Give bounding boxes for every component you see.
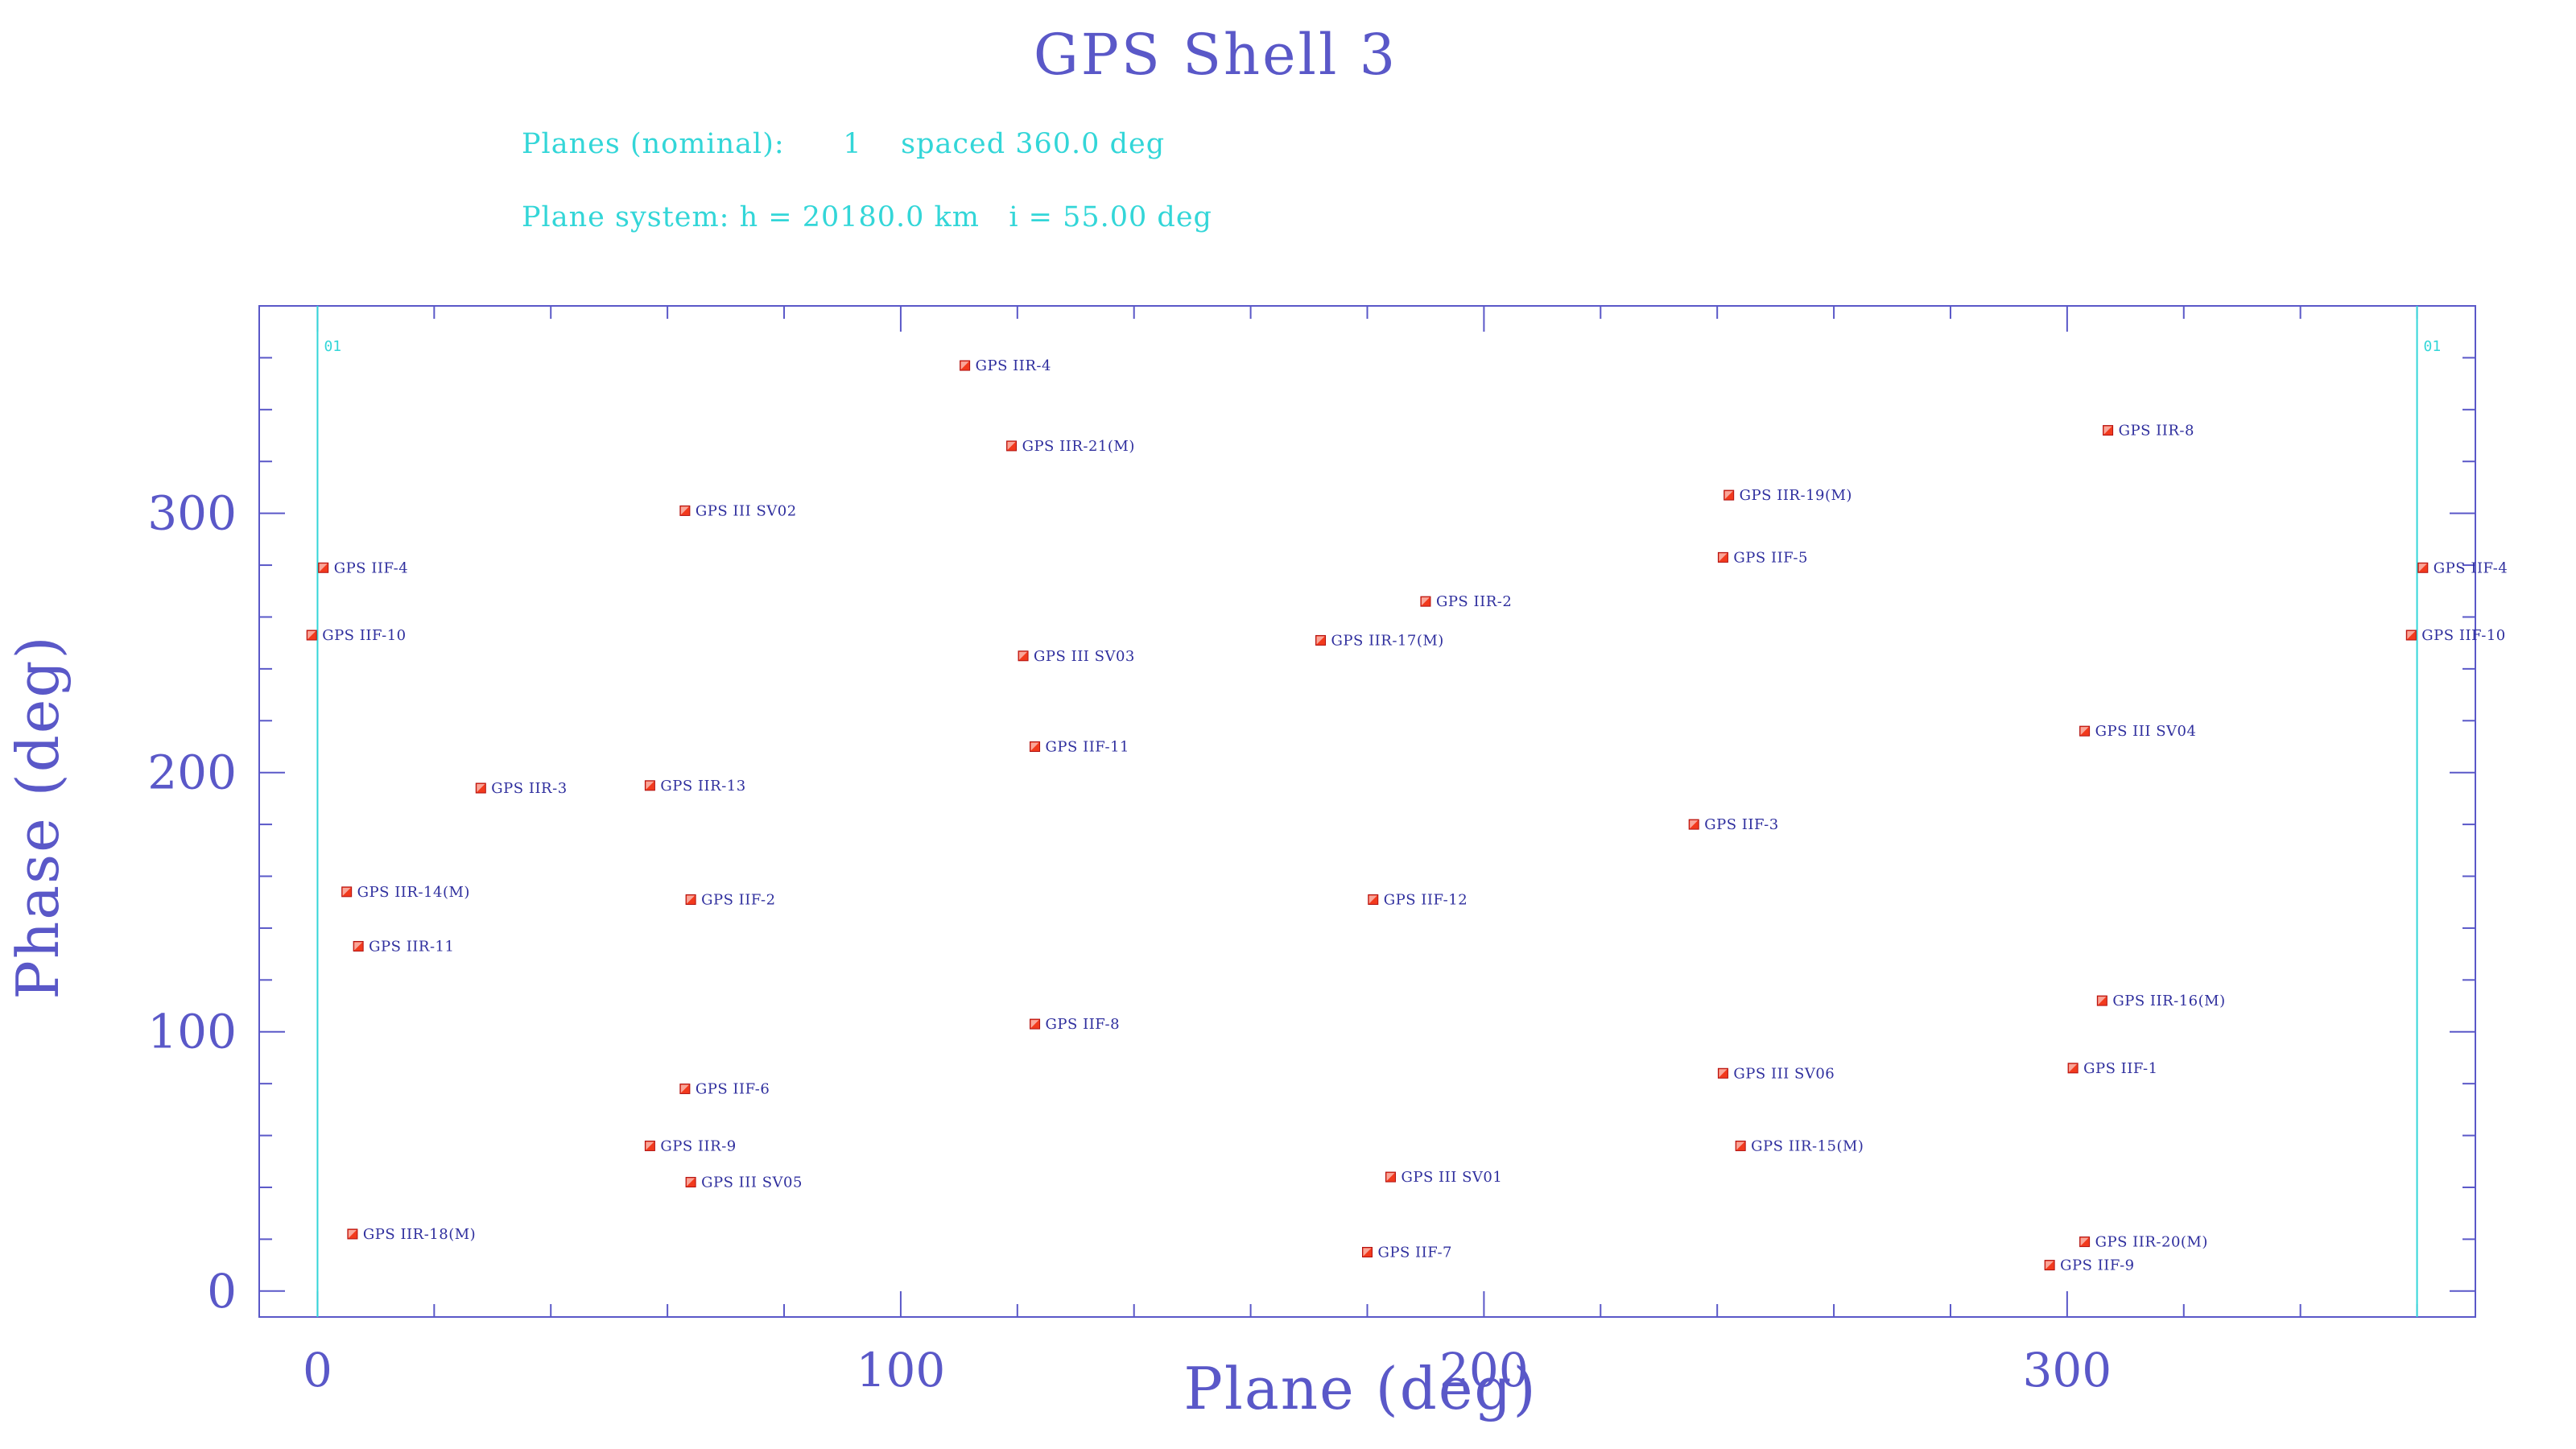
satellite-label: GPS III SV02 — [696, 502, 797, 519]
satellite-label: GPS IIR-17(M) — [1331, 632, 1444, 649]
satellite-label: GPS III SV01 — [1401, 1169, 1502, 1186]
satellite-point-highlight — [646, 1141, 654, 1150]
satellite-point-highlight — [2046, 1261, 2054, 1269]
satellite-point-highlight — [1386, 1173, 1395, 1182]
satellite-label: GPS IIF-10 — [2421, 627, 2505, 644]
plot-area: 0 100 200 300 0 100 200 300 01 01 GPS IIR-4 GPS IIR… — [147, 305, 2508, 1397]
satellite-label: GPS IIR-2 — [1436, 593, 1512, 610]
satellite-point-highlight — [2098, 997, 2107, 1005]
satellite-point-highlight — [687, 1178, 696, 1187]
satellite-point-highlight — [348, 1229, 357, 1238]
satellite-label: GPS IIF-11 — [1046, 738, 1129, 755]
satellite-label: GPS IIF-4 — [2434, 559, 2508, 576]
y-tick-label: 100 — [147, 1005, 237, 1059]
satellite-point-highlight — [1421, 597, 1430, 606]
satellite-label: GPS IIF-2 — [701, 891, 775, 908]
satellite-label: GPS IIF-9 — [2060, 1257, 2134, 1274]
chart-subtitle-plane-system: Plane system: h = 20180.0 km i = 55.00 d… — [522, 201, 1212, 233]
satellite-label: GPS III SV06 — [1733, 1065, 1835, 1082]
satellite-point-highlight — [1019, 651, 1028, 660]
satellite-label: GPS III SV04 — [2095, 723, 2197, 740]
satellite-point-highlight — [477, 784, 485, 793]
satellite-label: GPS IIR-3 — [491, 780, 567, 797]
satellite-point-highlight — [354, 942, 363, 951]
satellite-point-highlight — [1007, 441, 1016, 450]
satellite-label: GPS IIR-16(M) — [2112, 993, 2225, 1009]
satellite-point-highlight — [2080, 727, 2089, 736]
satellite-point-highlight — [2418, 564, 2427, 572]
satellite-point-highlight — [1719, 553, 1728, 562]
satellite-point-highlight — [2407, 631, 2416, 640]
satellite-point-highlight — [680, 1084, 689, 1093]
satellite-label: GPS IIF-10 — [322, 627, 406, 644]
satellite-label: GPS IIR-15(M) — [1751, 1137, 1864, 1154]
satellite-label: GPS IIF-3 — [1704, 816, 1778, 833]
satellite-label: GPS IIR-4 — [976, 357, 1051, 374]
satellite-point-highlight — [1690, 820, 1699, 829]
satellite-label: GPS III SV05 — [701, 1174, 803, 1191]
satellite-point-highlight — [1030, 742, 1039, 751]
satellite-point-highlight — [2069, 1063, 2078, 1072]
satellite-point-highlight — [2080, 1237, 2089, 1246]
satellite-label: GPS IIF-6 — [696, 1081, 770, 1098]
satellite-point-highlight — [1316, 636, 1325, 645]
satellite-label: GPS IIR-20(M) — [2095, 1234, 2208, 1251]
satellite-label: GPS III SV03 — [1034, 648, 1135, 665]
satellite-point-highlight — [308, 631, 316, 640]
satellite-point-highlight — [960, 361, 969, 370]
satellite-point-highlight — [319, 564, 328, 572]
x-axis-title: Plane (deg) — [1183, 1355, 1537, 1422]
satellite-point-highlight — [646, 781, 654, 790]
satellite-label: GPS IIF-1 — [2083, 1060, 2157, 1077]
y-tick-label: 0 — [207, 1264, 237, 1319]
satellite-label: GPS IIF-4 — [334, 559, 408, 576]
satellite-label: GPS IIR-18(M) — [363, 1226, 476, 1243]
satellite-label: GPS IIR-21(M) — [1022, 438, 1135, 455]
satellite-point-highlight — [1736, 1141, 1745, 1150]
satellite-label: GPS IIR-11 — [369, 938, 454, 955]
satellite-point-highlight — [342, 887, 351, 896]
satellite-label: GPS IIR-8 — [2119, 423, 2194, 440]
x-tick-label: 300 — [2023, 1343, 2112, 1397]
x-tick-label: 100 — [857, 1343, 946, 1397]
satellite-point-highlight — [2103, 426, 2112, 435]
y-tick-label: 200 — [147, 745, 237, 800]
satellite-label: GPS IIR-19(M) — [1740, 487, 1852, 504]
plot-frame — [258, 305, 2476, 1318]
satellite-point-highlight — [1719, 1069, 1728, 1078]
x-tick-label: 0 — [303, 1343, 332, 1397]
satellite-label: GPS IIF-5 — [1733, 549, 1807, 566]
satellite-point-highlight — [1724, 491, 1733, 500]
plane-label: 01 — [324, 338, 341, 355]
y-axis-title: Phase (deg) — [4, 634, 72, 999]
chart-title: GPS Shell 3 — [1034, 22, 1397, 88]
satellite-point-highlight — [1368, 895, 1377, 904]
x-tick-label: 200 — [1439, 1343, 1529, 1397]
chart-subtitle-planes: Planes (nominal): 1 spaced 360.0 deg — [522, 128, 1165, 160]
satellite-point-highlight — [1030, 1020, 1039, 1029]
satellite-point-highlight — [1363, 1248, 1372, 1257]
satellite-point-highlight — [680, 506, 689, 515]
satellite-label: GPS IIF-8 — [1046, 1016, 1120, 1033]
satellite-label: GPS IIR-14(M) — [357, 884, 470, 901]
y-tick-label: 300 — [147, 486, 237, 541]
satellite-label: GPS IIF-12 — [1384, 891, 1468, 908]
plane-label: 01 — [2424, 338, 2442, 355]
satellite-point-highlight — [687, 895, 696, 904]
satellite-label: GPS IIF-7 — [1378, 1244, 1452, 1261]
satellite-label: GPS IIR-9 — [660, 1137, 736, 1154]
satellite-label: GPS IIR-13 — [660, 778, 745, 795]
